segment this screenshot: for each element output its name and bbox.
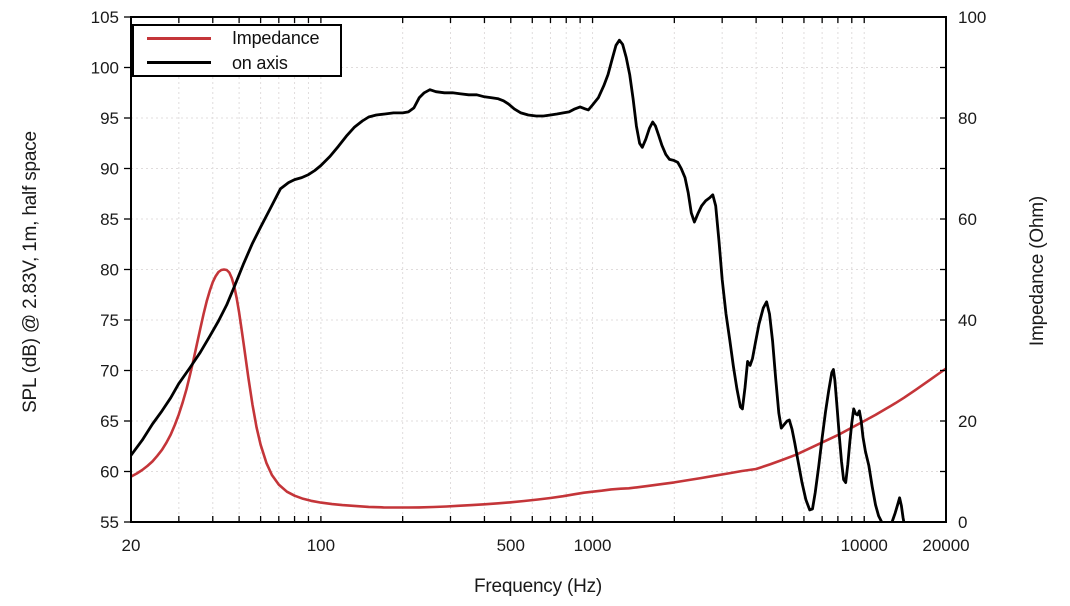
ticks bbox=[124, 16, 946, 523]
x-axis-title: Frequency (Hz) bbox=[473, 576, 603, 597]
gridlines bbox=[131, 17, 946, 522]
y-left-tick-label: 100 bbox=[91, 59, 119, 78]
x-tick-label: 20 bbox=[122, 536, 141, 555]
legend-item-on-axis: on axis bbox=[134, 51, 340, 75]
plot-frame bbox=[130, 16, 947, 523]
y-right-tick-label: 60 bbox=[958, 210, 977, 229]
x-tick-label: 500 bbox=[497, 536, 525, 555]
y-left-tick-label: 95 bbox=[100, 109, 119, 128]
y-left-tick-label: 85 bbox=[100, 210, 119, 229]
y-axis-title-left: SPL (dB) @ 2.83V, 1m, half space bbox=[20, 131, 41, 413]
on-axis-line-swatch bbox=[147, 61, 211, 65]
on-axis-curve bbox=[131, 38, 906, 522]
legend-item-impedance: Impedance bbox=[134, 26, 340, 50]
legend-label-on-axis: on axis bbox=[232, 52, 288, 73]
y-left-tick-label: 90 bbox=[100, 160, 119, 179]
x-tick-label: 100 bbox=[307, 536, 335, 555]
y-right-tick-label: 20 bbox=[958, 412, 977, 431]
y-right-tick-label: 80 bbox=[958, 109, 977, 128]
y-left-tick-label: 105 bbox=[91, 8, 119, 27]
impedance-curve bbox=[131, 268, 946, 509]
y-axis-title-right: Impedance (Ohm) bbox=[1027, 195, 1048, 347]
y-left-tick-label: 70 bbox=[100, 362, 119, 381]
y-left-tick-label: 75 bbox=[100, 311, 119, 330]
x-tick-label: 20000 bbox=[922, 536, 969, 555]
legend: Impedance on axis bbox=[132, 24, 342, 77]
y-right-tick-label: 100 bbox=[958, 8, 986, 27]
y-left-tick-label: 80 bbox=[100, 261, 119, 280]
legend-label-impedance: Impedance bbox=[232, 28, 320, 49]
x-tick-label: 10000 bbox=[841, 536, 888, 555]
y-left-tick-label: 60 bbox=[100, 463, 119, 482]
impedance-line-swatch bbox=[147, 36, 211, 40]
y-left-tick-label: 55 bbox=[100, 513, 119, 532]
y-left-tick-label: 65 bbox=[100, 412, 119, 431]
x-tick-label: 1000 bbox=[574, 536, 612, 555]
curves bbox=[131, 38, 946, 522]
tick-labels: 20 100 500 1000 10000 20000556065707580859095… bbox=[91, 8, 987, 555]
y-right-tick-label: 0 bbox=[958, 513, 967, 532]
y-right-tick-label: 40 bbox=[958, 311, 977, 330]
